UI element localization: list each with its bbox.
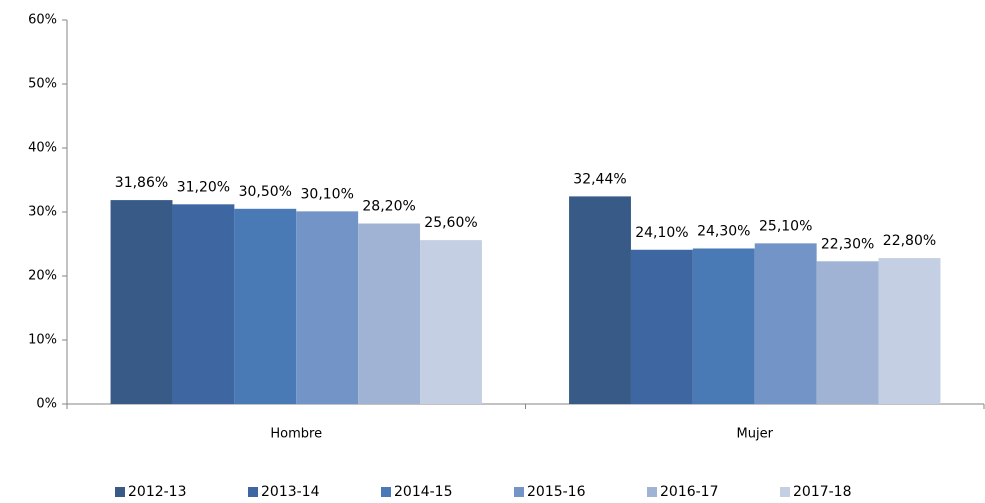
y-tick-label: 60%	[28, 13, 57, 28]
legend-swatch	[780, 487, 790, 497]
bar	[420, 240, 482, 404]
bar	[358, 223, 421, 404]
bar	[234, 208, 297, 404]
value-label: 31,86%	[115, 175, 168, 191]
legend-label: 2013-14	[261, 484, 320, 500]
x-tick-label: Hombre	[270, 427, 322, 442]
bar	[630, 249, 693, 404]
legend-swatch	[514, 487, 524, 497]
legend-label: 2014-15	[394, 484, 453, 500]
legend-swatch	[115, 487, 125, 497]
bar	[172, 204, 235, 404]
value-label: 25,60%	[424, 215, 477, 231]
bar	[110, 200, 173, 404]
value-label: 25,10%	[759, 218, 812, 234]
legend-label: 2017-18	[793, 484, 852, 500]
y-tick-label: 0%	[36, 397, 57, 412]
legend-label: 2012-13	[128, 484, 187, 500]
legend-label: 2015-16	[527, 484, 586, 500]
bar	[754, 243, 817, 404]
y-tick-label: 10%	[28, 333, 57, 348]
legend-swatch	[248, 487, 258, 497]
y-tick-label: 50%	[28, 77, 57, 92]
value-label: 30,50%	[239, 184, 292, 200]
value-label: 22,30%	[821, 236, 874, 252]
legend-label: 2016-17	[660, 484, 719, 500]
x-tick-label: Mujer	[737, 427, 774, 442]
value-label: 24,30%	[697, 223, 750, 239]
legend-swatch	[381, 487, 391, 497]
value-label: 31,20%	[177, 179, 230, 195]
value-label: 30,10%	[301, 186, 354, 202]
bar	[692, 248, 755, 404]
y-tick-label: 40%	[28, 141, 57, 156]
legend-swatch	[647, 487, 657, 497]
value-label: 32,44%	[573, 171, 626, 187]
y-tick-label: 30%	[28, 205, 57, 220]
bar	[569, 196, 631, 404]
value-label: 24,10%	[635, 225, 688, 241]
y-tick-label: 20%	[28, 269, 57, 284]
bar	[816, 261, 879, 404]
bar	[296, 211, 359, 404]
bar	[878, 258, 941, 404]
value-label: 22,80%	[883, 233, 936, 249]
value-label: 28,20%	[362, 199, 415, 215]
